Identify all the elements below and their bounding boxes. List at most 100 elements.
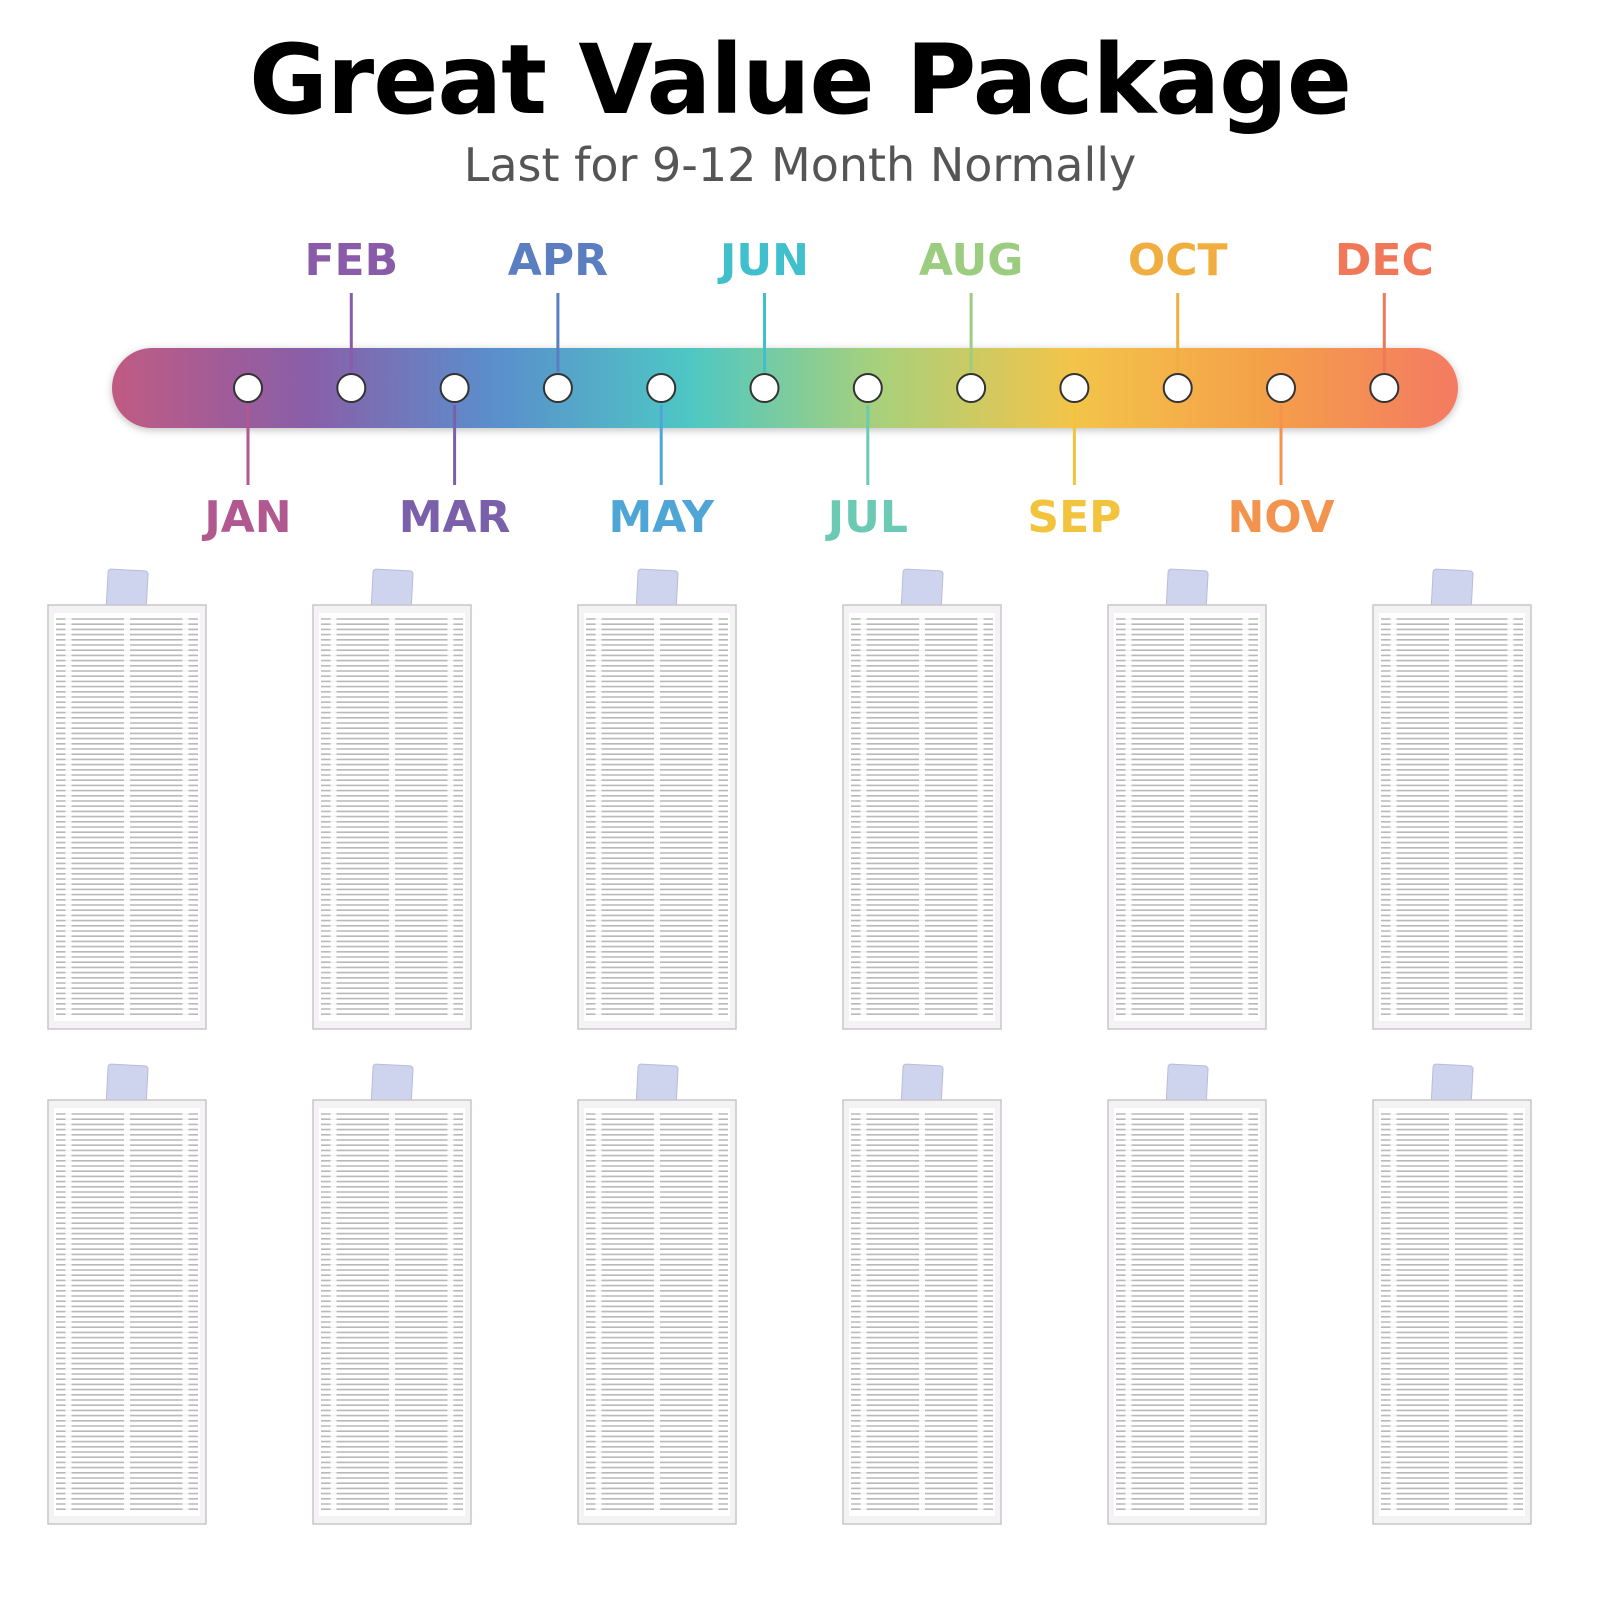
filter-support-strip [1242,613,1249,1021]
month-label: MAY [608,492,715,543]
month-marker-may: MAY [608,373,715,543]
filter-media [584,613,730,1021]
filter-support-strip [447,613,454,1021]
filter-media [1379,613,1525,1021]
month-dot [852,373,883,403]
filter-support-strip [65,1108,72,1516]
month-dot [542,373,573,403]
filter-support-strip [182,1108,189,1516]
filter-support-strip [1507,1108,1514,1516]
filter-support-strip [860,1108,867,1516]
filter-support-strip [1390,613,1397,1021]
filter-pleats [851,618,993,1016]
filter-pull-tab [370,1063,414,1112]
month-marker-sep: SEP [1027,373,1121,543]
filter-pleats [586,618,728,1016]
filter-pull-tab [105,568,149,617]
month-dot [646,373,677,403]
filter-media [584,1108,730,1516]
filter-media [54,613,200,1021]
hepa-filter [577,568,737,1030]
filter-support-strip [1507,613,1514,1021]
filter-support-strip [712,1108,719,1516]
filter-support-strip [1125,1108,1132,1516]
filter-pull-tab [1430,1063,1474,1112]
filter-frame [577,604,737,1030]
filter-frame [47,1099,207,1525]
filter-pull-tab [635,568,679,617]
filter-pleats [1381,618,1523,1016]
filter-pull-tab [1430,568,1474,617]
timeline-bar [112,348,1458,428]
filter-frame [1107,604,1267,1030]
page-title: Great Value Package [249,24,1352,136]
hepa-filter [577,1063,737,1525]
filter-support-strip [447,1108,454,1516]
hepa-filter [1107,568,1267,1030]
month-marker-dec: DEC [1335,235,1434,403]
filter-support-strip [1125,613,1132,1021]
filter-support-strip [330,613,337,1021]
filter-pull-tab [635,1063,679,1112]
filter-frame [1372,604,1532,1030]
filter-pleats [1116,1113,1258,1510]
filter-support-strip [182,613,189,1021]
filter-support-strip [1242,1108,1249,1516]
filter-support-strip [330,1108,337,1516]
month-label: JAN [201,492,291,543]
month-label: JUN [717,235,809,286]
filter-support-strip [1390,1108,1397,1516]
filter-media [1114,613,1260,1021]
filter-support-strip [712,613,719,1021]
month-marker-feb: FEB [304,235,398,403]
month-label: APR [508,235,608,286]
month-dot [1059,373,1090,403]
month-marker-mar: MAR [399,373,511,543]
month-dot [749,373,780,403]
filter-pull-tab [900,1063,944,1112]
month-dot [439,373,470,403]
filter-pleats [1116,618,1258,1016]
month-dot [1266,373,1296,403]
hepa-filter [312,1063,472,1525]
month-dot [1369,373,1400,403]
filter-support-strip [860,613,867,1021]
month-label: OCT [1128,235,1228,286]
filter-frame [312,1099,472,1525]
filter-pleats [56,618,198,1016]
month-label: DEC [1335,235,1434,286]
month-timeline: JAN FEB MAR APR MAY JUN JUL AUG SEP OCT NOV DEC [112,235,1458,543]
filter-support-strip [595,1108,602,1516]
filter-support-strip [1184,613,1190,1021]
month-label: AUG [919,235,1024,286]
hepa-filter [842,568,1002,1030]
month-label: MAR [399,492,511,543]
filter-frame [842,604,1002,1030]
filter-frame [1107,1099,1267,1525]
filter-support-strip [1449,613,1455,1021]
filter-pleats [851,1113,993,1510]
filter-support-strip [1449,1108,1455,1516]
filter-support-strip [124,1108,130,1516]
month-dot [956,373,987,403]
filter-frame [47,604,207,1030]
month-marker-jul: JUL [825,373,908,543]
filter-pull-tab [1165,568,1209,617]
month-marker-jun: JUN [717,235,809,403]
hepa-filter [1372,1063,1532,1525]
hepa-filter [47,568,207,1030]
filter-media [54,1108,200,1516]
month-label: FEB [304,235,398,286]
month-label: NOV [1227,492,1334,543]
filter-pleats [321,618,463,1016]
filter-frame [577,1099,737,1525]
filter-pleats [1381,1113,1523,1510]
filter-support-strip [389,1108,395,1516]
filter-pleats [321,1113,463,1510]
month-marker-jan: JAN [201,373,292,543]
filter-support-strip [919,1108,925,1516]
filter-support-strip [919,613,925,1021]
month-dot [1162,373,1193,403]
filter-support-strip [1184,1108,1190,1516]
filter-frame [312,604,472,1030]
